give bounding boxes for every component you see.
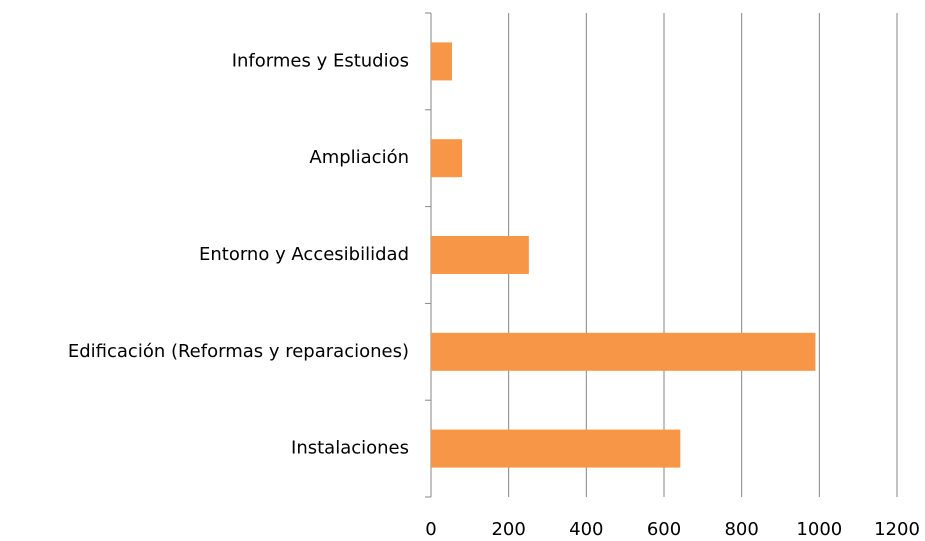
y-tick-label: Informes y Estudios <box>232 50 409 71</box>
y-tick-label: Ampliación <box>309 147 409 168</box>
bar <box>431 42 452 81</box>
y-tick-label: Instalaciones <box>291 438 409 459</box>
x-tick-label: 1200 <box>874 519 920 540</box>
y-tick-label: Edificación (Reformas y reparaciones) <box>68 341 409 362</box>
x-tick-label: 1000 <box>796 519 842 540</box>
bar <box>431 429 681 468</box>
y-tick-label: Entorno y Accesibilidad <box>199 244 409 265</box>
x-tick-label: 600 <box>647 519 681 540</box>
bar <box>431 139 463 178</box>
x-tick-label: 0 <box>425 519 436 540</box>
x-tick-label: 800 <box>724 519 758 540</box>
x-tick-label: 400 <box>569 519 603 540</box>
x-tick-label: 200 <box>491 519 525 540</box>
bar <box>431 332 816 371</box>
bar <box>431 236 529 274</box>
